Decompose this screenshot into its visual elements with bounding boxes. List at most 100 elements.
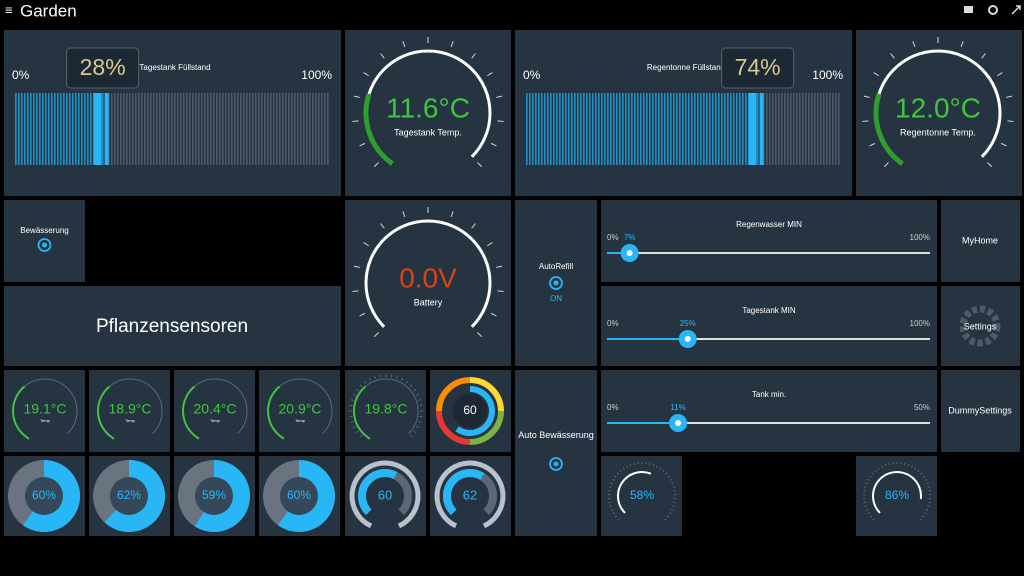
level-stripe [171,93,173,165]
gauge-tick [884,463,887,467]
level-stripe [595,93,597,165]
switch-label: Bewässerung [20,226,68,235]
switch-dot [553,280,559,286]
gauge-level [182,385,200,440]
slider-min: 0% [607,319,619,328]
sensor-value: 20.9°C [279,401,322,417]
level-stripe [153,93,155,165]
level-stripe [306,93,308,165]
tile [601,456,682,536]
level-stripe [784,93,786,165]
gauge-tick [353,265,360,268]
gauge-tick [612,478,615,481]
switch-icon [549,276,563,290]
level-stripe [832,93,834,165]
gauge-tick [610,508,614,511]
level-stripe [718,93,720,165]
fullscreen-icon[interactable] [1011,5,1021,15]
gauge-tick [869,475,872,478]
level-stripe [625,93,627,165]
level-stripe [562,93,564,165]
gauge-tick [872,518,875,521]
gauge-tick [912,41,916,48]
gauge-tick [609,486,612,488]
level-stripe [805,93,807,165]
gauge-tick [350,421,354,423]
gauge-tick [656,465,658,468]
donut-center [25,477,63,515]
gauge-tick [350,399,354,401]
tile[interactable] [941,286,1020,366]
level-stripe [114,93,116,165]
level-stripe [646,93,648,165]
gauge-tick [865,508,869,511]
level-stripe [574,93,576,165]
level-stripe [252,93,254,165]
gauge-tick [409,384,413,388]
level-stripe [147,93,149,165]
gauge-tick [922,475,925,478]
gauge-tick [355,430,359,434]
level-stripe [90,93,92,165]
gauge-tick [925,508,929,511]
gauge-tick [987,162,993,168]
level-stripe [691,93,693,165]
gauge-tick [359,434,363,438]
gauge-level [97,385,115,440]
gauge-track [364,219,492,328]
level-stripe [177,93,179,165]
level-stripe [255,93,257,165]
gauge-tick [416,393,420,397]
level-stripe [547,93,549,165]
gauge-tick [907,463,910,467]
gauge-tick [609,505,612,507]
sensor-value: 19.8°C [365,401,408,417]
level-stripe [123,93,125,165]
level-stripe [84,93,86,165]
level-stripe [706,93,708,165]
level-min: 0% [523,68,541,82]
gauge-tick [374,375,376,379]
gauge-tick [373,332,379,338]
level-stripe [231,93,233,165]
gauge-tick [614,515,618,518]
level-stripe [300,93,302,165]
gauge-level [267,385,285,440]
chat-icon[interactable] [964,6,973,13]
sensor-label: Temp [210,418,221,423]
refresh-icon[interactable] [988,5,998,15]
menu-icon[interactable]: ≡ [5,2,13,17]
level-stripe [318,93,320,165]
page-title: Garden [20,1,77,20]
slider-value: 7% [624,233,636,242]
tile [856,30,1022,196]
level-stripe [159,93,161,165]
gauge-tick [490,312,497,317]
gauge-tick [355,388,359,392]
tile[interactable] [941,370,1020,452]
level-stripe [216,93,218,165]
switch-state: ON [550,294,562,303]
gauge-tick [924,478,927,481]
sensor-value: 18.9°C [109,401,152,417]
tile[interactable] [941,200,1020,282]
level-value: 28% [80,54,126,80]
level-stripe [565,93,567,165]
gauge-tick [380,53,385,59]
level-title: Regentonne Füllstand [647,63,725,72]
gauge-tick [617,518,620,521]
gauge-tick [960,41,964,48]
tile[interactable] [515,370,597,536]
tile[interactable] [4,200,85,282]
gauge-tick [363,380,367,384]
gauge-tick [413,388,417,392]
donut-center [195,477,233,515]
button-label: DummySettings [948,405,1012,415]
level-stripe [132,93,134,165]
sensor-value: 20.4°C [194,401,237,417]
gauge-tick [869,515,873,518]
level-stripe [75,93,77,165]
switch-dot [553,461,559,467]
slider-title: Tagestank MIN [742,306,796,315]
level-stripe [219,93,221,165]
